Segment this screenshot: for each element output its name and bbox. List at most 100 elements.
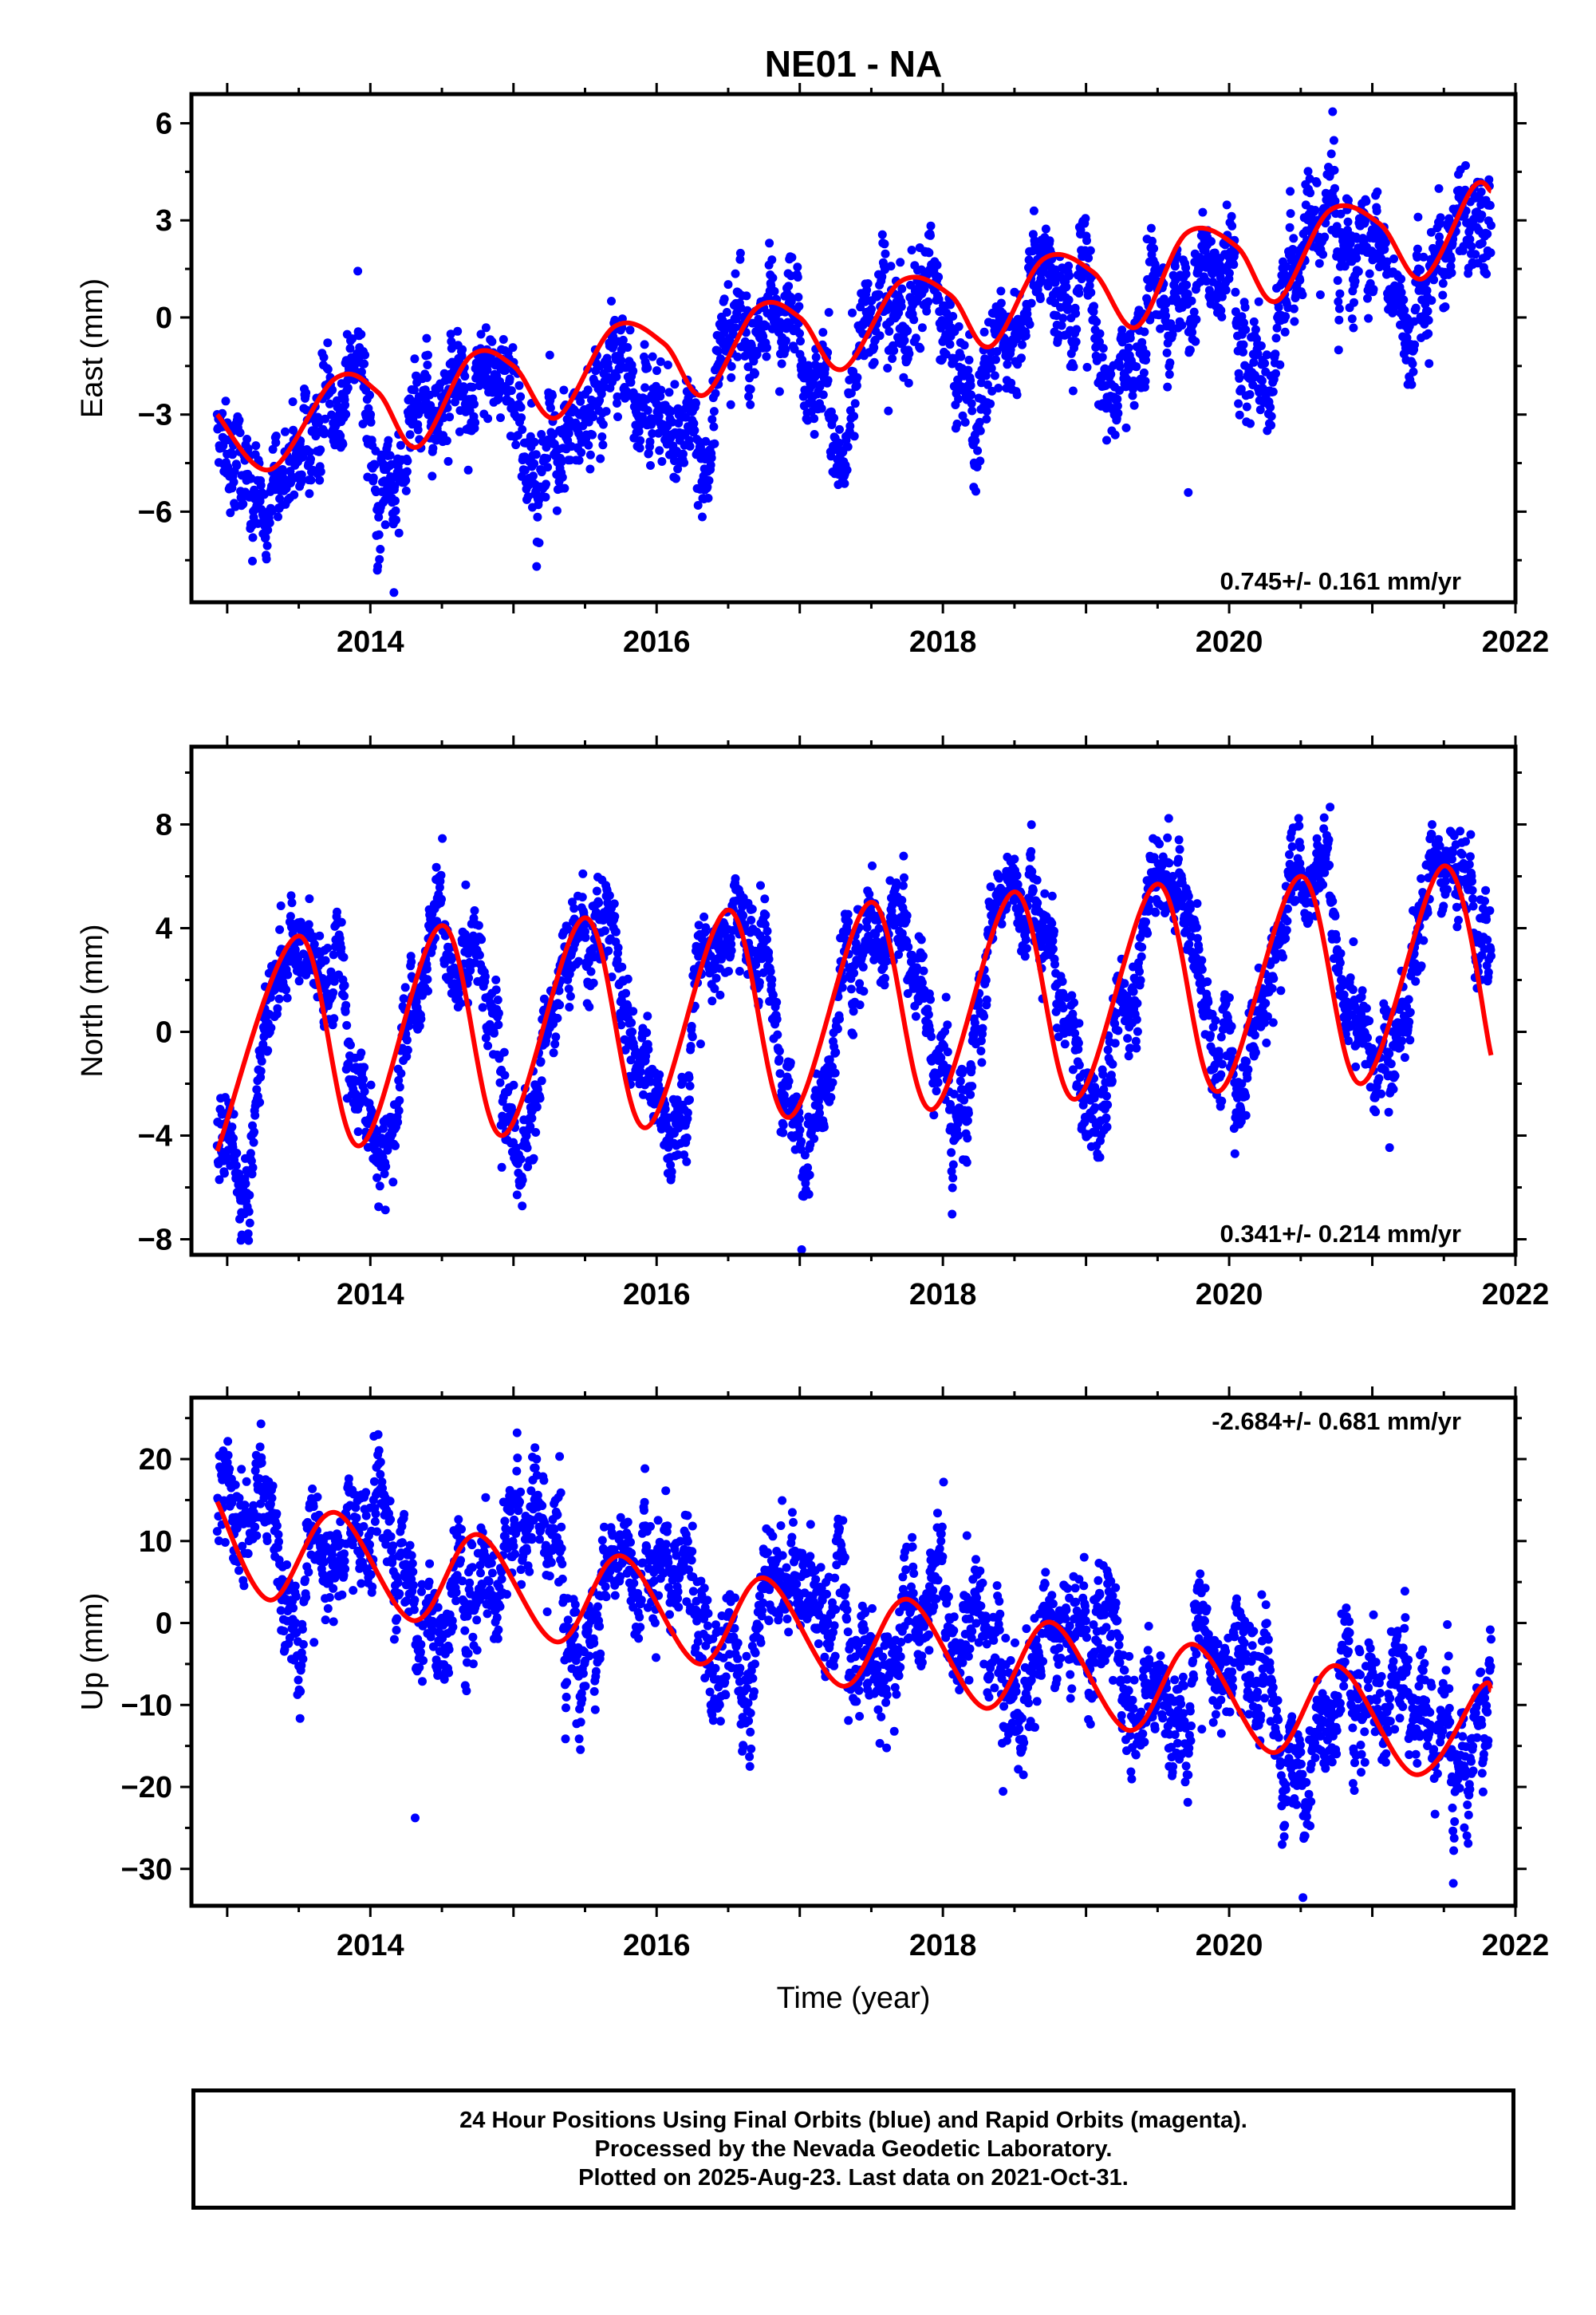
data-point <box>314 418 324 428</box>
data-point <box>1163 382 1172 392</box>
data-point <box>719 294 729 304</box>
data-point <box>541 492 550 502</box>
data-point <box>380 1205 390 1215</box>
data-point <box>687 1022 696 1031</box>
data-point <box>824 308 833 317</box>
data-point <box>1310 206 1320 215</box>
data-point <box>760 920 770 929</box>
data-point <box>494 1008 503 1018</box>
data-point <box>685 1095 694 1105</box>
data-point <box>1423 306 1432 316</box>
data-point <box>1113 394 1122 404</box>
data-point <box>796 337 805 346</box>
data-point <box>880 980 889 990</box>
data-point <box>685 1081 695 1090</box>
data-point <box>964 1109 973 1118</box>
data-point <box>1192 315 1201 324</box>
data-point <box>940 1027 950 1036</box>
data-point <box>904 378 913 388</box>
data-point <box>877 230 887 239</box>
data-point <box>537 1076 546 1086</box>
data-point <box>934 272 944 282</box>
data-point <box>487 337 497 346</box>
data-point <box>340 992 349 1001</box>
data-point <box>899 373 908 382</box>
data-point <box>778 1128 788 1138</box>
data-point <box>1012 871 1022 880</box>
data-point <box>826 1093 836 1102</box>
data-point <box>1326 149 1336 159</box>
data-point <box>290 925 299 934</box>
data-point <box>447 953 457 963</box>
data-point <box>391 1141 400 1150</box>
data-point <box>275 925 285 934</box>
data-point <box>727 361 736 371</box>
x-tick-label: 2018 <box>909 625 977 659</box>
data-point <box>1246 419 1255 428</box>
data-point <box>963 1134 972 1143</box>
data-point <box>384 436 393 445</box>
data-point <box>652 366 661 376</box>
data-point <box>306 475 316 485</box>
data-point <box>1298 290 1307 300</box>
data-point <box>900 336 909 345</box>
data-point <box>964 355 974 365</box>
data-point <box>577 893 587 902</box>
data-point <box>1274 302 1283 312</box>
data-point <box>689 419 699 428</box>
data-point <box>357 1048 366 1058</box>
data-point <box>707 415 717 424</box>
data-point <box>680 458 689 467</box>
data-point <box>747 916 756 925</box>
data-point <box>241 1179 250 1189</box>
data-point <box>1416 265 1425 274</box>
data-point <box>797 1137 806 1146</box>
data-point <box>927 1032 936 1041</box>
data-point <box>338 440 348 449</box>
data-point <box>1012 390 1022 400</box>
data-point <box>543 463 553 472</box>
data-point <box>231 1161 241 1170</box>
data-point <box>483 1041 493 1051</box>
data-point <box>831 1047 841 1057</box>
data-point <box>926 221 936 231</box>
data-point <box>455 427 464 436</box>
data-point <box>991 355 1000 365</box>
data-point <box>1363 294 1372 303</box>
data-point <box>499 1047 509 1057</box>
data-point <box>818 328 828 337</box>
data-point <box>251 441 261 451</box>
data-point <box>1256 341 1266 350</box>
data-point <box>467 382 477 392</box>
data-point <box>932 1087 941 1096</box>
data-point <box>1352 254 1362 263</box>
data-point <box>1102 436 1111 445</box>
data-point <box>396 1069 406 1079</box>
data-point <box>1334 304 1344 314</box>
data-point <box>244 1207 254 1217</box>
data-point <box>422 964 432 974</box>
data-point <box>549 1048 558 1058</box>
data-point <box>670 380 680 389</box>
data-point <box>496 413 505 423</box>
data-point <box>1025 320 1034 329</box>
x-tick-label: 2022 <box>1482 625 1550 659</box>
data-point <box>707 453 716 463</box>
data-point <box>585 464 595 474</box>
data-point <box>402 1035 412 1045</box>
data-point <box>1161 311 1170 321</box>
data-point <box>1022 944 1031 953</box>
data-point <box>1202 277 1212 286</box>
data-point <box>1438 290 1448 300</box>
data-point <box>245 1190 254 1200</box>
data-point <box>810 430 819 439</box>
x-tick-label: 2016 <box>623 625 691 659</box>
data-point <box>474 921 483 930</box>
data-point <box>916 344 925 353</box>
data-point <box>1165 358 1175 368</box>
data-point <box>1438 278 1448 288</box>
data-point <box>1189 307 1199 317</box>
data-point <box>613 399 621 408</box>
data-point <box>967 1063 976 1073</box>
data-point <box>604 946 613 956</box>
